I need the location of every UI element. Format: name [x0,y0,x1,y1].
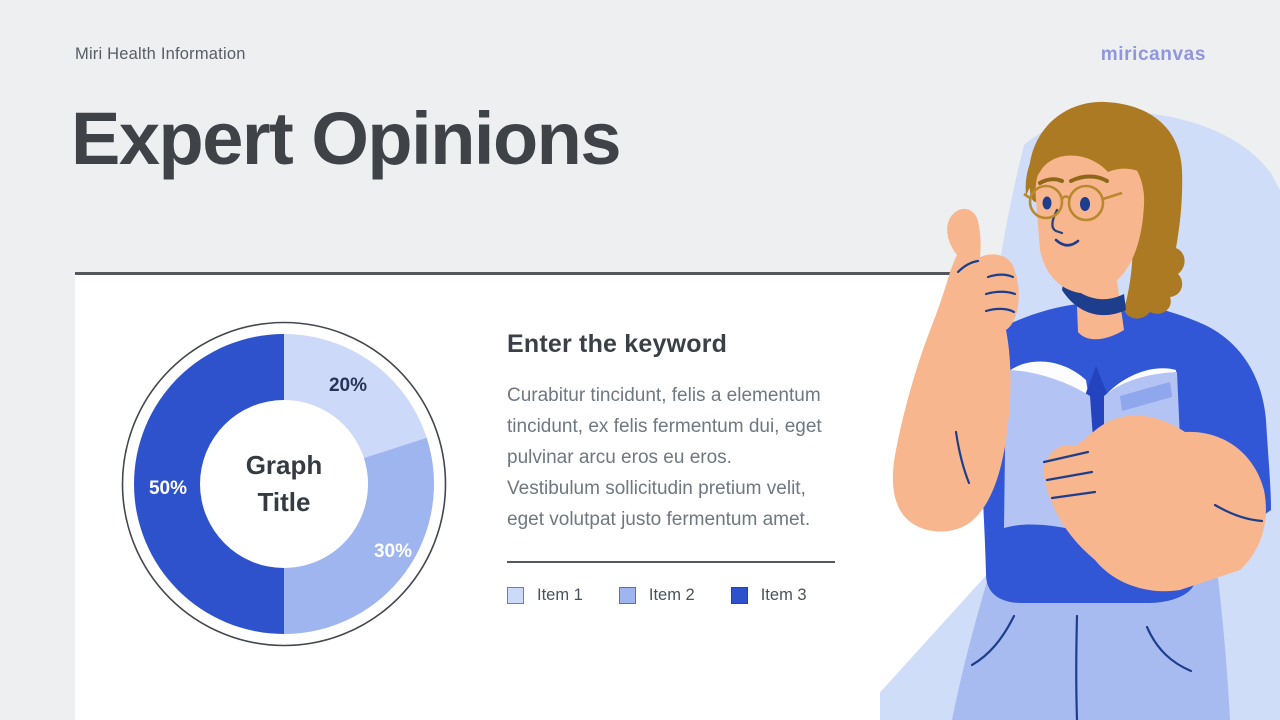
left-eyebrow [1038,177,1064,185]
slide-subtitle: Miri Health Information [75,45,246,63]
legend-swatch-item2 [618,587,636,604]
slice-label-50: 50% [148,478,188,499]
person-face [1035,141,1145,294]
person-illustration [880,101,1280,720]
chart-title: Graph Title [245,450,323,517]
page-title: Expert Opinions [71,97,622,180]
section-heading: Enter the keyword [507,330,728,358]
legend-item: Item 2 [618,586,695,605]
legend-label: Item 3 [760,586,807,604]
legend-label: Item 1 [537,586,583,604]
smile [1054,238,1080,247]
slice-label-20: 20% [328,375,368,396]
legend-item: Item 1 [507,586,583,605]
donut-slice-item1 [284,334,427,458]
book-pages-left [1008,361,1089,398]
collar-shadow [1062,278,1126,316]
donut-chart: 20% 30% 50% Graph Title [114,314,454,654]
nose [1051,208,1064,235]
legend-swatch-item1 [507,587,524,604]
header-divider [75,272,955,275]
donut-chart-svg [121,321,447,647]
legend-swatch-item3 [730,587,748,604]
donut-slice-item2 [284,437,435,634]
book-cover-stripe [1120,382,1172,411]
thumbs-up-arm [892,208,1019,532]
legend-divider [507,561,835,563]
left-eye [1042,196,1052,210]
body-paragraph: Curabitur tincidunt, felis a elementum t… [507,385,822,530]
hand-on-book [1042,415,1266,592]
miricanvas-logo: miricanvas [1100,44,1206,65]
knuckle-lines [954,259,1017,485]
legend-item: Item 3 [730,586,807,605]
glasses-icon [1023,184,1123,222]
slice-label-30: 30% [373,541,413,562]
chart-legend: Item 1 Item 2 Item 3 [507,586,837,605]
text-block: Enter the keyword Curabitur tincidunt, f… [507,330,837,605]
legend-label: Item 2 [648,586,695,604]
person-jeans [952,578,1230,720]
person-hair-front [1025,123,1162,196]
right-eyebrow [1069,174,1109,183]
right-eye [1080,197,1090,211]
donut-slice-item3 [134,334,284,634]
